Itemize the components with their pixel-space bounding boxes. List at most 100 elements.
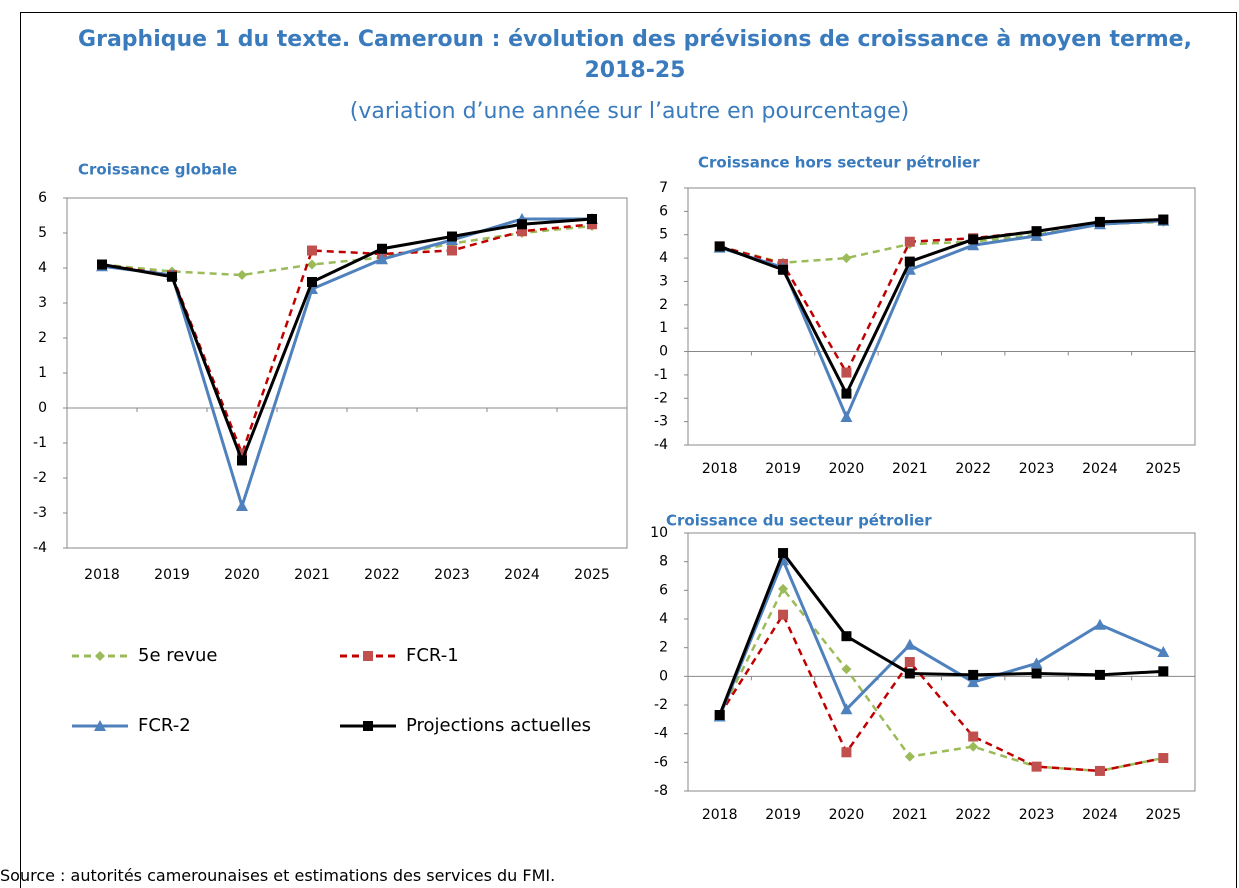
subplot-title: Croissance globale (78, 161, 237, 179)
x-tick-label: 2021 (294, 567, 330, 583)
marker (237, 455, 247, 466)
x-tick-label: 2025 (1145, 461, 1181, 477)
marker (307, 259, 317, 270)
marker (95, 651, 105, 661)
y-tick-label: 6 (38, 190, 47, 206)
marker (1094, 669, 1105, 680)
y-tick-label: 3 (659, 273, 668, 289)
frame (20, 12, 1237, 888)
y-tick-label: -4 (654, 726, 668, 742)
marker (841, 253, 852, 264)
y-tick-label: 7 (659, 180, 668, 196)
x-tick-label: 2021 (892, 461, 928, 477)
marker (840, 703, 853, 715)
y-tick-label: -6 (654, 754, 668, 770)
marker (903, 638, 916, 650)
plot-area (66, 197, 628, 549)
marker (1094, 765, 1105, 776)
y-tick-label: 6 (659, 203, 668, 219)
marker (1031, 761, 1042, 772)
marker (307, 277, 317, 287)
marker (968, 669, 979, 680)
plot-area (687, 532, 1196, 792)
subplot-title: Croissance du secteur pétrolier (666, 512, 932, 530)
y-tick-label: 6 (659, 582, 668, 598)
y-tick-label: -2 (654, 390, 668, 406)
marker (1030, 657, 1043, 669)
x-tick-label: 2023 (1019, 807, 1055, 823)
y-tick-label: 4 (659, 611, 668, 627)
marker (841, 664, 852, 675)
y-tick-label: 0 (659, 344, 668, 360)
legend-label: 5e revue (138, 645, 217, 666)
series-line (101, 217, 592, 512)
marker (237, 448, 247, 459)
marker (968, 731, 979, 742)
x-tick-label: 2025 (574, 567, 610, 583)
x-tick-label: 2019 (765, 461, 801, 477)
marker (97, 259, 107, 270)
marker (447, 231, 457, 242)
y-tick-label: -3 (654, 414, 668, 430)
x-tick-label: 2022 (364, 567, 400, 583)
x-tick-label: 2025 (1145, 807, 1181, 823)
marker (840, 410, 853, 422)
y-tick-label: 1 (659, 320, 668, 336)
y-tick-label: 2 (38, 330, 47, 346)
marker (904, 751, 915, 762)
marker (778, 583, 789, 594)
series-line (719, 218, 1164, 376)
marker (1094, 216, 1105, 227)
marker (377, 243, 387, 254)
legend-label: FCR-2 (138, 715, 191, 736)
marker (778, 609, 789, 620)
marker (778, 548, 789, 559)
x-tick-label: 2022 (955, 807, 991, 823)
y-tick-label: 3 (38, 295, 47, 311)
y-tick-label: -2 (654, 697, 668, 713)
y-tick-label: 2 (659, 640, 668, 656)
x-tick-label: 2019 (154, 567, 190, 583)
marker (167, 271, 177, 282)
marker (307, 245, 317, 256)
x-tick-label: 2018 (84, 567, 120, 583)
marker (1158, 666, 1169, 677)
x-tick-label: 2020 (829, 807, 865, 823)
y-tick-label: -3 (33, 505, 47, 521)
y-tick-label: -1 (33, 435, 47, 451)
legend-label: Projections actuelles (406, 715, 591, 736)
marker (967, 676, 980, 688)
x-tick-label: 2023 (1019, 461, 1055, 477)
y-tick-label: 4 (659, 250, 668, 266)
plot-area (687, 187, 1196, 446)
y-tick-label: 1 (38, 365, 47, 381)
x-tick-label: 2018 (702, 461, 738, 477)
marker (714, 241, 725, 252)
marker (363, 721, 373, 731)
y-tick-label: 5 (38, 225, 47, 241)
x-tick-label: 2023 (434, 567, 470, 583)
y-tick-label: -4 (654, 437, 668, 453)
marker (904, 236, 915, 247)
y-tick-label: -4 (33, 540, 47, 556)
subplot-title: Croissance hors secteur pétrolier (698, 154, 980, 172)
marker (376, 253, 388, 265)
y-tick-label: -1 (654, 367, 668, 383)
y-tick-label: 2 (659, 297, 668, 313)
marker (967, 239, 980, 251)
series-line (718, 612, 1164, 773)
marker (904, 657, 915, 667)
marker (778, 264, 789, 275)
x-tick-label: 2018 (702, 807, 738, 823)
marker (94, 720, 106, 731)
y-tick-label: -8 (654, 783, 668, 799)
marker (587, 214, 597, 224)
x-tick-label: 2024 (504, 567, 540, 583)
marker (1157, 645, 1170, 657)
series-line (718, 550, 1164, 716)
marker (841, 631, 852, 642)
series-line (101, 217, 593, 465)
y-tick-label: 0 (659, 668, 668, 684)
x-tick-label: 2024 (1082, 461, 1118, 477)
marker (517, 219, 527, 230)
